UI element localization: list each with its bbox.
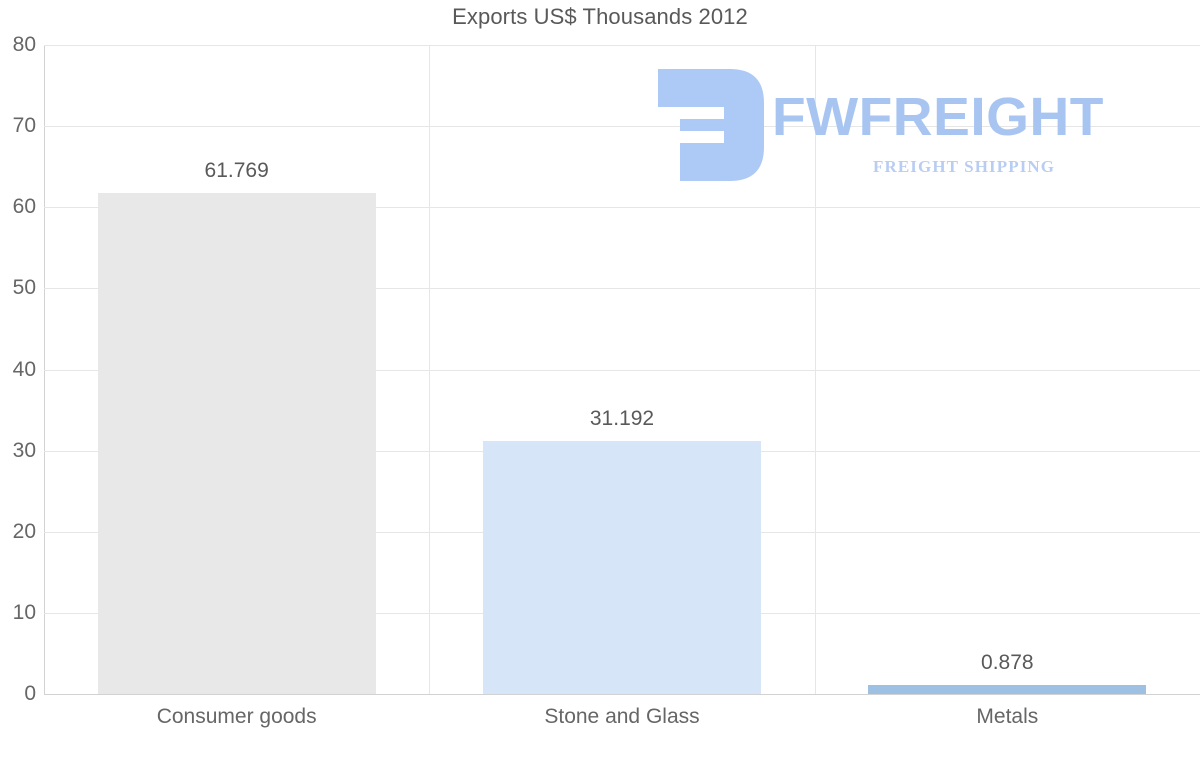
gridline-x-2 [815,45,816,694]
bar-consumer-goods[interactable] [97,192,376,694]
y-tick-label-60: 60 [12,195,36,219]
bar-value-label-0: 61.769 [204,158,269,182]
gridline-y-40 [44,369,1200,371]
gridline-y-70 [44,126,1200,128]
bar-metals[interactable] [868,685,1147,694]
bar-value-label-1: 31.192 [589,406,655,430]
x-tick-label-2: Metals [976,705,1039,728]
y-tick-label-70: 70 [12,114,36,138]
bar-stone-and-glass[interactable] [483,440,761,694]
gridline-x-1 [429,45,430,694]
x-tick-label-0: Consumer goods [156,705,317,728]
gridline-y-0 [44,694,1200,695]
y-tick-label-10: 10 [12,600,36,624]
plot-area [44,45,1200,695]
bar-value-label-2: 0.878 [981,651,1034,674]
chart-title: Exports US$ Thousands 2012 [452,4,748,29]
gridline-y-60 [44,207,1200,209]
y-tick-label-0: 0 [24,682,36,705]
y-tick-label-40: 40 [12,357,36,381]
y-tick-label-20: 20 [12,519,36,543]
y-tick-label-50: 50 [12,276,36,300]
gridline-y-50 [44,288,1200,290]
x-tick-label-1: Stone and Glass [544,705,700,728]
y-tick-label-80: 80 [12,33,36,56]
gridline-y-80 [44,45,1200,46]
y-tick-label-30: 30 [12,438,36,462]
